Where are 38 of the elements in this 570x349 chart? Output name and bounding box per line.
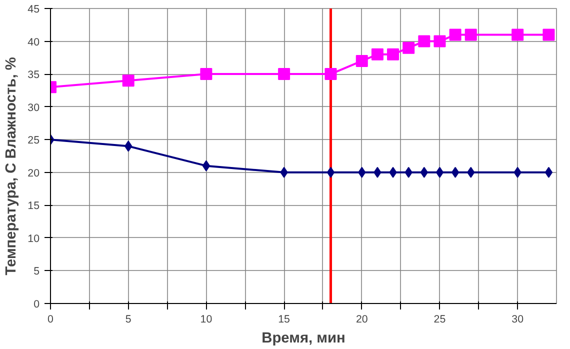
y-tick-label: 15	[28, 200, 40, 212]
y-tick-label: 30	[28, 102, 40, 114]
y-tick-label: 45	[28, 4, 40, 16]
y-axis-title: Температура, С Влажность, %	[4, 57, 20, 276]
x-tick-label: 20	[356, 314, 368, 326]
x-tick-label: 30	[512, 314, 524, 326]
point	[464, 28, 477, 41]
x-tick-label: 10	[200, 314, 212, 326]
point	[356, 54, 368, 67]
y-tick-label: 10	[28, 232, 40, 245]
point	[371, 48, 384, 60]
y-tick-label: 40	[28, 36, 40, 48]
point	[200, 68, 212, 80]
point	[434, 35, 446, 48]
x-axis-title: Время, мин	[262, 330, 346, 346]
y-tick-label: 25	[28, 134, 40, 147]
y-tick-label: 0	[34, 298, 40, 310]
point	[122, 74, 134, 87]
x-tick-label: 15	[278, 314, 290, 326]
point	[451, 166, 460, 178]
point	[418, 35, 430, 48]
point	[542, 28, 555, 41]
y-tick-label: 20	[28, 167, 40, 180]
x-tick-label: 0	[48, 314, 54, 326]
point	[402, 42, 415, 54]
point	[512, 28, 524, 41]
point	[387, 48, 400, 60]
point	[449, 28, 462, 41]
y-tick-label: 5	[34, 266, 40, 278]
point	[544, 166, 553, 178]
point	[278, 68, 290, 80]
point	[326, 166, 335, 178]
point	[202, 160, 210, 172]
x-tick-label: 25	[434, 314, 446, 326]
x-tick-label: 5	[125, 314, 132, 326]
point	[436, 166, 444, 178]
point	[324, 68, 337, 80]
y-tick-label: 35	[28, 69, 40, 82]
